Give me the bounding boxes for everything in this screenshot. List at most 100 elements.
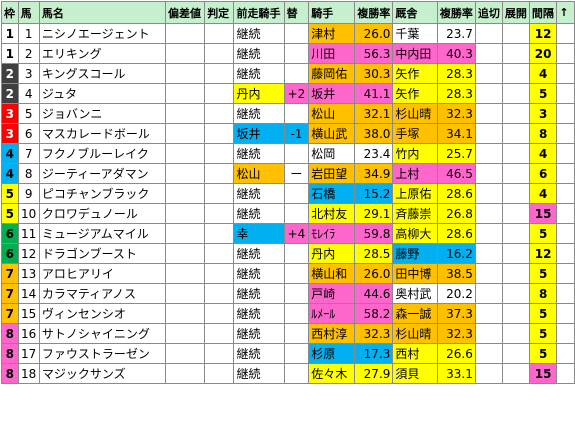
uma-number-cell: 1 (17, 23, 40, 44)
uma-number-cell: 14 (17, 283, 40, 304)
jockey-cell: 西村淳 (308, 323, 356, 344)
jockey-cell: 丹内 (308, 243, 356, 264)
jockey-cell: 松岡 (308, 143, 356, 164)
hantei-cell (204, 23, 235, 44)
kankaku-cell: 8 (528, 283, 558, 304)
stable-rate-cell: 46.5 (436, 163, 476, 184)
header-sort-arrow[interactable]: ↑ (556, 1, 575, 24)
tenkai-cell (501, 123, 530, 144)
tenkai-cell (501, 63, 530, 84)
kae-cell: -1 (283, 123, 310, 144)
sort-cell (556, 223, 575, 244)
waku-cell: 8 (1, 363, 19, 384)
stable-rate-cell: 25.7 (436, 143, 476, 164)
header-stable-rate: 複勝率 (436, 1, 476, 24)
horse-name-cell: クロワデュノール (38, 203, 167, 224)
tenkai-cell (501, 263, 530, 284)
waku-cell: 5 (1, 183, 19, 204)
jockey-cell: 北村友 (308, 203, 356, 224)
prev-jockey-cell: 継続 (233, 243, 285, 264)
stable-rate-cell: 40.3 (436, 43, 476, 64)
kae-cell (283, 323, 310, 344)
oikiri-cell (474, 123, 503, 144)
hantei-cell (204, 303, 235, 324)
oikiri-cell (474, 363, 503, 384)
sort-cell (556, 23, 575, 44)
hantei-cell (204, 323, 235, 344)
hensachi-cell (165, 123, 206, 144)
hantei-cell (204, 183, 235, 204)
uma-number-cell: 7 (17, 143, 40, 164)
kae-cell (283, 343, 310, 364)
tenkai-cell (501, 23, 530, 44)
prev-jockey-cell: 継続 (233, 303, 285, 324)
prev-jockey-cell: 継続 (233, 323, 285, 344)
header-stable: 厩舎 (392, 1, 438, 24)
jockey-cell: 川田 (308, 43, 356, 64)
horse-name-cell: ニシノエージェント (38, 23, 167, 44)
kankaku-cell: 5 (528, 263, 558, 284)
header-tenkai: 展開 (501, 1, 530, 24)
kankaku-cell: 6 (528, 163, 558, 184)
uma-number-cell: 11 (17, 223, 40, 244)
jockey-rate-cell: 27.9 (354, 363, 394, 384)
jockey-rate-cell: 28.5 (354, 243, 394, 264)
waku-cell: 7 (1, 283, 19, 304)
table-row: 3 5 ジョバンニ 継続 松山 32.1 杉山晴 32.3 3 (1, 103, 575, 124)
jockey-rate-cell: 44.6 (354, 283, 394, 304)
sort-cell (556, 303, 575, 324)
oikiri-cell (474, 43, 503, 64)
stable-rate-cell: 37.3 (436, 303, 476, 324)
hensachi-cell (165, 243, 206, 264)
stable-cell: 中内田 (392, 43, 438, 64)
horse-name-cell: ヴィンセンシオ (38, 303, 167, 324)
waku-cell: 8 (1, 323, 19, 344)
stable-rate-cell: 32.3 (436, 103, 476, 124)
kae-cell (283, 183, 310, 204)
hensachi-cell (165, 283, 206, 304)
header-waku: 枠 (1, 1, 19, 24)
uma-number-cell: 6 (17, 123, 40, 144)
hensachi-cell (165, 303, 206, 324)
stable-rate-cell: 32.3 (436, 323, 476, 344)
jockey-rate-cell: 17.3 (354, 343, 394, 364)
hantei-cell (204, 203, 235, 224)
jockey-rate-cell: 15.2 (354, 183, 394, 204)
waku-cell: 1 (1, 23, 19, 44)
tenkai-cell (501, 303, 530, 324)
header-uma: 馬 (17, 1, 40, 24)
sort-cell (556, 63, 575, 84)
stable-cell: 千葉 (392, 23, 438, 44)
kankaku-cell: 4 (528, 143, 558, 164)
header-oikiri: 追切 (474, 1, 503, 24)
prev-jockey-cell: 継続 (233, 263, 285, 284)
horse-name-cell: キングスコール (38, 63, 167, 84)
header-kae: 替 (283, 1, 310, 24)
header-prev-jockey: 前走騎手 (233, 1, 285, 24)
stable-cell: 杉山晴 (392, 323, 438, 344)
jockey-cell: ﾓﾚｲﾗ (308, 223, 356, 244)
tenkai-cell (501, 203, 530, 224)
waku-cell: 2 (1, 83, 19, 104)
hantei-cell (204, 263, 235, 284)
jockey-cell: ﾙﾒｰﾙ (308, 303, 356, 324)
tenkai-cell (501, 83, 530, 104)
kae-cell (283, 43, 310, 64)
table-row: 7 14 カラマティアノス 継続 戸崎 44.6 奥村武 20.2 8 (1, 283, 575, 304)
stable-rate-cell: 26.8 (436, 203, 476, 224)
horse-name-cell: フクノブルーレイク (38, 143, 167, 164)
hantei-cell (204, 283, 235, 304)
waku-cell: 4 (1, 163, 19, 184)
jockey-rate-cell: 34.9 (354, 163, 394, 184)
hantei-cell (204, 63, 235, 84)
table-row: 6 11 ミュージアムマイル 幸 +4 ﾓﾚｲﾗ 59.8 高柳大 28.6 5 (1, 223, 575, 244)
sort-cell (556, 363, 575, 384)
kae-cell (283, 363, 310, 384)
waku-cell: 6 (1, 243, 19, 264)
prev-jockey-cell: 継続 (233, 183, 285, 204)
uma-number-cell: 5 (17, 103, 40, 124)
hantei-cell (204, 83, 235, 104)
kae-cell (283, 203, 310, 224)
uma-number-cell: 9 (17, 183, 40, 204)
table-row: 8 18 マジックサンズ 継続 佐々木 27.9 須貝 33.1 15 (1, 363, 575, 384)
